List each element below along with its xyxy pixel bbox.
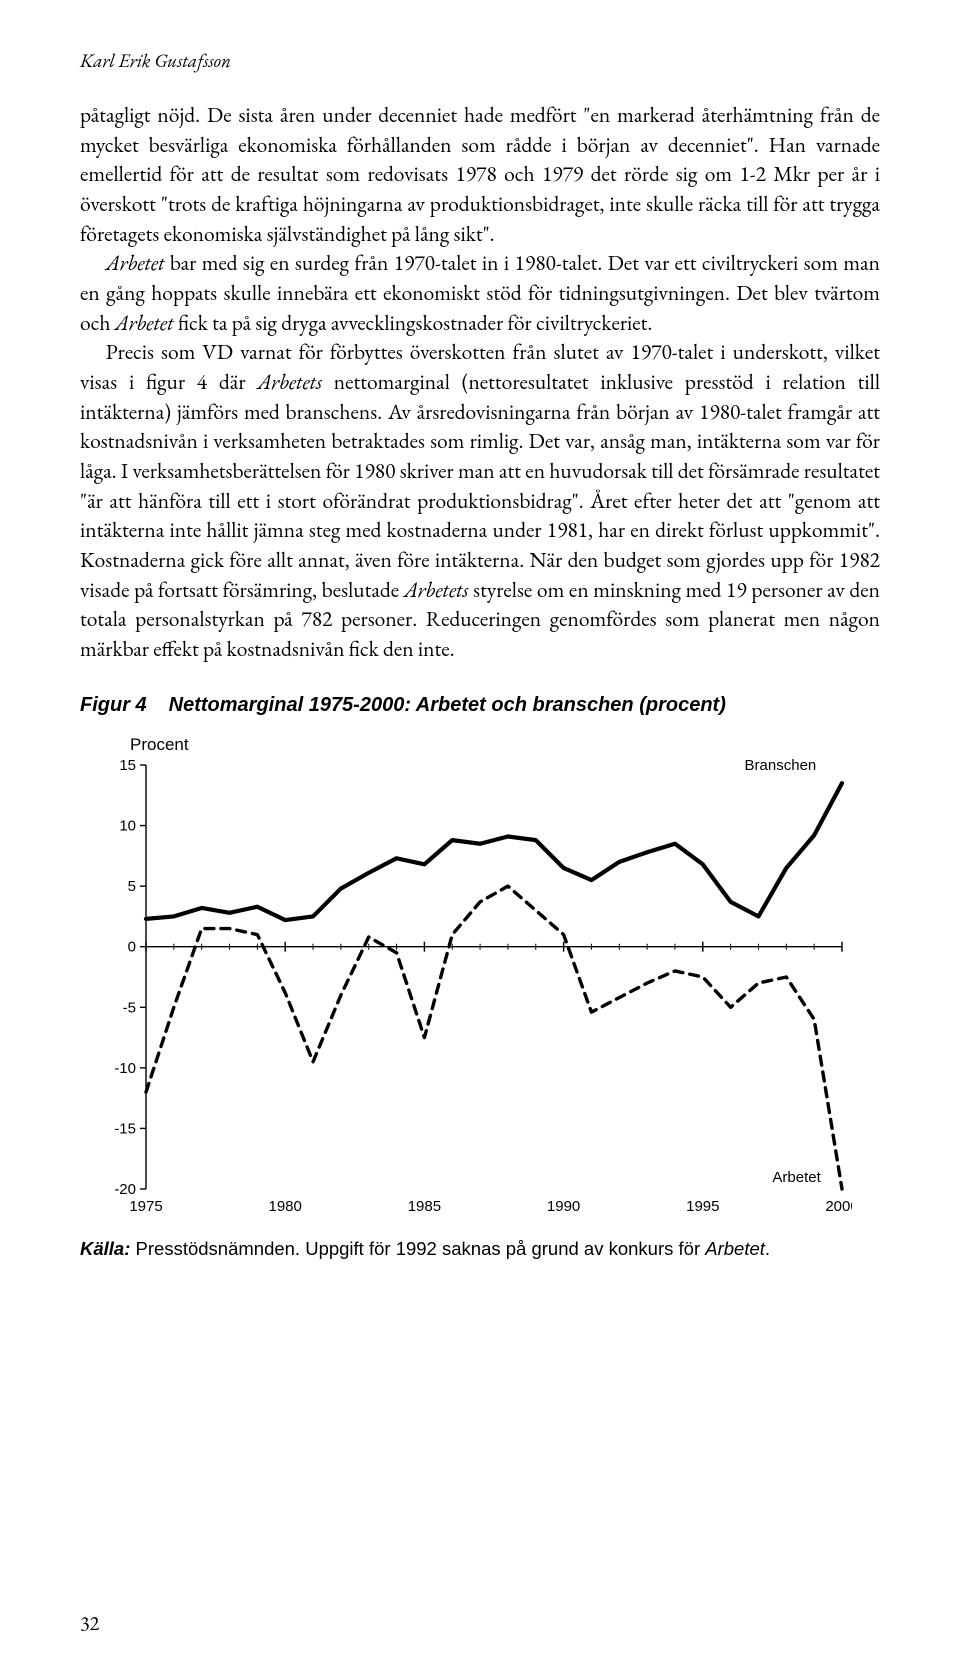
chart-y-axis-title: Procent [130,735,852,755]
figure-title-row: Figur 4 Nettomarginal 1975-2000: Arbetet… [80,694,880,717]
svg-text:0: 0 [128,939,136,956]
svg-text:5: 5 [128,879,136,896]
italic-word: Arbetets [404,576,469,604]
svg-text:Arbetet: Arbetet [772,1169,821,1186]
source-label: Källa: [80,1238,130,1259]
italic-word: Arbetets [257,368,322,396]
source-italic: Arbetet [705,1238,765,1259]
source-text-a: Presstödsnämnden. Uppgift för 1992 sakna… [130,1238,705,1259]
svg-text:2000: 2000 [825,1198,852,1215]
source-text-b: . [765,1238,770,1259]
italic-word: Arbetet [115,309,174,337]
figure-caption: Nettomarginal 1975-2000: Arbetet och bra… [169,694,726,717]
page-number: 32 [80,1610,99,1636]
running-head: Karl Erik Gustafsson [80,48,880,73]
svg-text:Branschen: Branschen [745,759,817,774]
paragraph-1: påtagligt nöjd. De sista åren under dece… [80,101,880,249]
body-text: påtagligt nöjd. De sista åren under dece… [80,101,880,664]
paragraph-3: Precis som VD varnat för förbyttes övers… [80,338,880,664]
svg-text:1995: 1995 [686,1198,719,1215]
svg-text:1980: 1980 [269,1198,302,1215]
svg-text:1990: 1990 [547,1198,580,1215]
svg-text:-10: -10 [114,1060,136,1077]
svg-text:15: 15 [119,759,136,774]
svg-text:1985: 1985 [408,1198,441,1215]
svg-text:1975: 1975 [129,1198,162,1215]
para3-b: nettomarginal (nettoresultatet inklusive… [80,368,880,604]
line-chart: 15 10 5 0 -5 -10 -15 -201975 1980 1985 1990 1995 200… [92,759,852,1219]
svg-text:10: 10 [119,818,136,835]
svg-text:-5: -5 [123,1000,136,1017]
figure-source: Källa: Presstödsnämnden. Uppgift för 199… [80,1238,880,1260]
para2-post: fick ta på sig dryga avvecklings­kostnad… [174,309,653,337]
svg-text:-20: -20 [114,1181,136,1198]
chart-container: Procent 15 10 5 0 -5 -10 -15 -201975 1980 1985 199… [92,735,852,1224]
svg-text:-15: -15 [114,1121,136,1138]
paragraph-2: Arbetet bar med sig en surdeg från 1970-… [80,249,880,338]
italic-word: Arbetet [106,249,165,277]
figure-label: Figur 4 [80,694,147,717]
